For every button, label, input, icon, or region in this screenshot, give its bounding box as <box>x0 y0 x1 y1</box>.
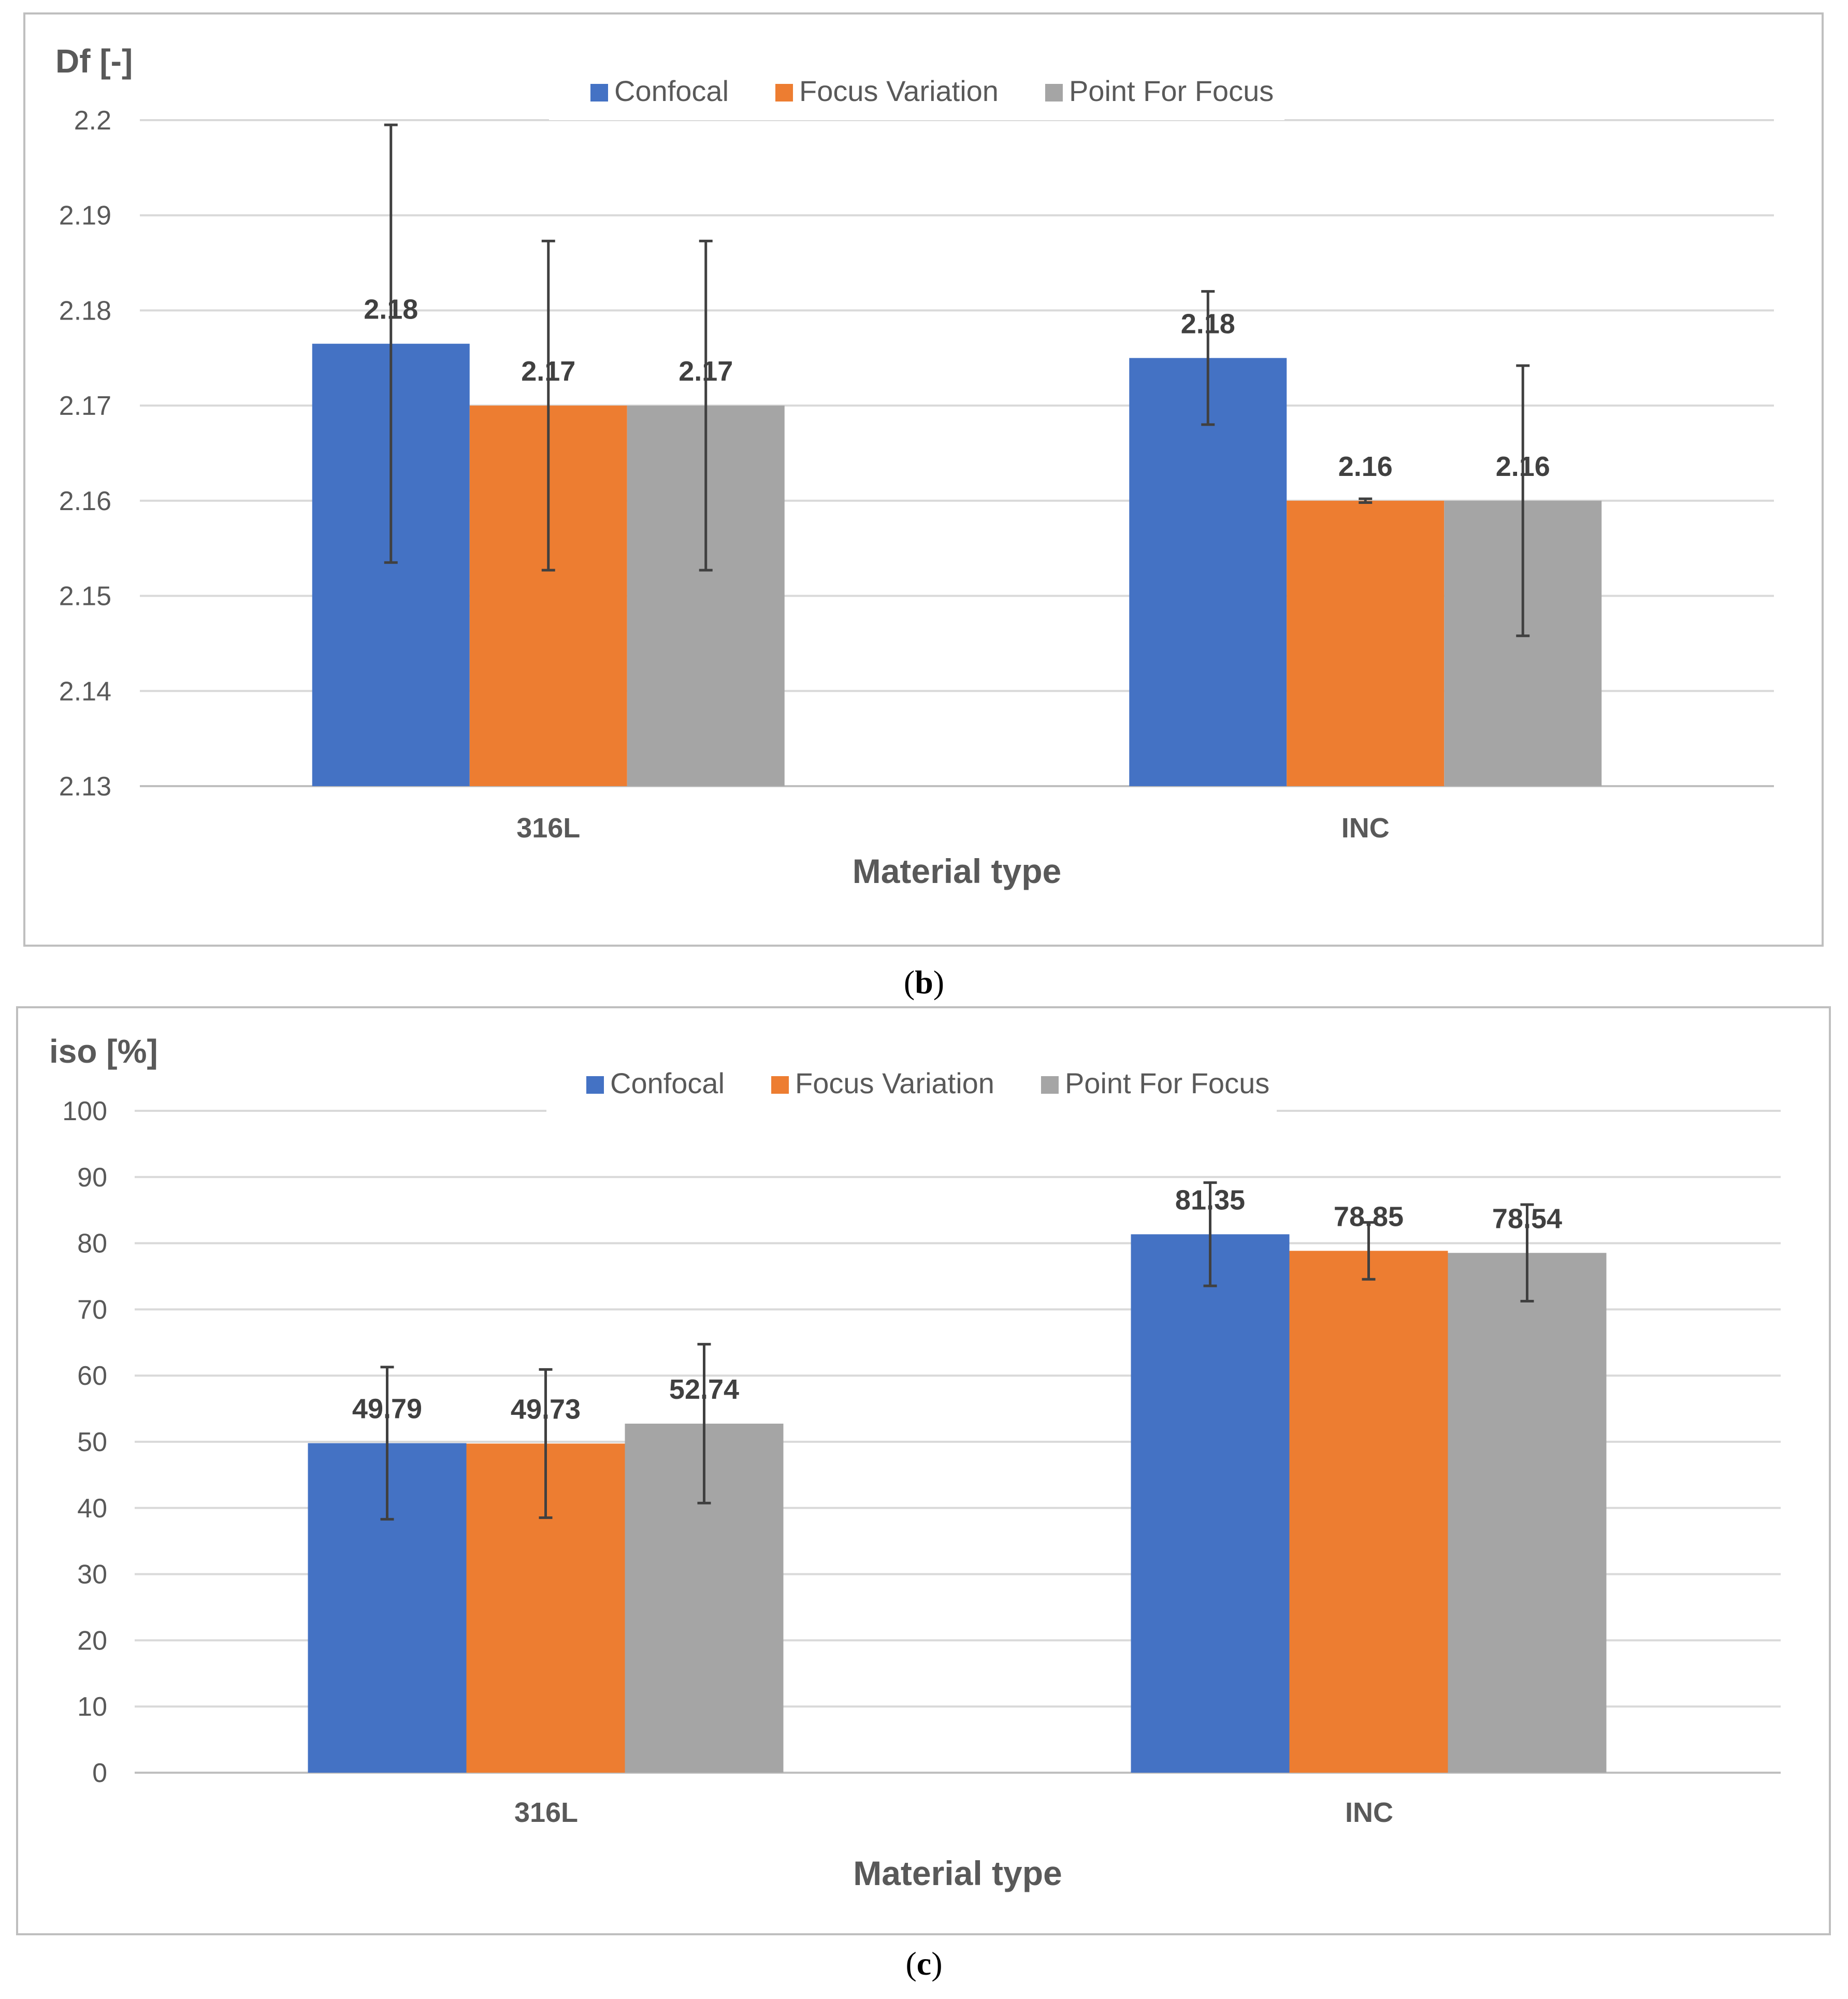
y-tick-label: 20 <box>77 1626 107 1656</box>
y-tick-label: 40 <box>77 1494 107 1524</box>
y-tick-label: 2.19 <box>59 201 111 231</box>
legend-backdrop <box>546 1068 1277 1112</box>
y-tick-label: 2.13 <box>59 772 111 802</box>
y-tick-label: 60 <box>77 1361 107 1391</box>
legend-item: Point For Focus <box>1041 1067 1269 1099</box>
data-label: 78.85 <box>1334 1201 1404 1232</box>
bar-confocal-inc <box>1129 358 1287 786</box>
data-label: 2.18 <box>364 294 418 325</box>
y-axis-label: iso [%] <box>49 1033 158 1070</box>
legend: Confocal Focus Variation Point For Focus <box>590 75 1274 107</box>
x-axis-title: Material type <box>853 852 1061 890</box>
legend-label: Point For Focus <box>1069 75 1274 107</box>
legend-swatch <box>1045 84 1063 102</box>
error-bar <box>541 239 555 572</box>
chart-frame <box>23 12 1824 947</box>
panel-caption: (b) <box>904 964 944 1001</box>
legend-swatch <box>590 84 608 102</box>
chart-panel-b: 2.13 2.14 2.15 2.16 2.17 2.18 2.19 2.2 Df [-] Con… <box>23 12 1824 1001</box>
error-bar <box>1203 1181 1217 1287</box>
y-tick-label: 50 <box>77 1427 107 1457</box>
legend-swatch <box>586 1076 604 1094</box>
legend-item: Confocal <box>590 75 729 107</box>
legend-item: Point For Focus <box>1045 75 1274 107</box>
y-tick-label: 2.14 <box>59 676 111 706</box>
x-axis-title: Material type <box>853 1854 1062 1892</box>
chart-panel-c: 0 10 20 30 40 50 60 70 80 90 100 iso [%] Confocal Foc… <box>16 1006 1831 1982</box>
data-label: 2.18 <box>1181 308 1235 339</box>
bar-point_for_focus-inc <box>1448 1253 1607 1773</box>
error-bar <box>1516 364 1530 638</box>
y-tick-label: 80 <box>77 1229 107 1259</box>
x-category-label: INC <box>1341 813 1390 844</box>
y-tick-label: 2.15 <box>59 582 111 612</box>
y-tick-label: 70 <box>77 1295 107 1325</box>
data-label: 52.74 <box>669 1374 739 1405</box>
y-tick-label: 2.18 <box>59 296 111 326</box>
data-label: 2.17 <box>678 356 733 387</box>
legend-swatch <box>771 1076 789 1094</box>
data-label: 81.35 <box>1175 1184 1245 1215</box>
legend: Confocal Focus Variation Point For Focus <box>586 1067 1269 1099</box>
y-tick-label: 100 <box>62 1096 107 1126</box>
bar-focus_variation-inc <box>1289 1251 1448 1773</box>
legend-label: Confocal <box>610 1067 725 1099</box>
legend-item: Confocal <box>586 1067 725 1099</box>
y-tick-label: 2.17 <box>59 391 111 421</box>
legend-label: Point For Focus <box>1065 1067 1269 1099</box>
error-bar <box>380 1366 394 1521</box>
y-tick-label: 0 <box>92 1758 107 1788</box>
y-tick-label: 10 <box>77 1692 107 1722</box>
data-label: 78.54 <box>1492 1203 1562 1234</box>
y-tick-label: 2.2 <box>74 106 111 136</box>
data-label: 2.16 <box>1338 451 1393 482</box>
error-bar <box>1520 1203 1534 1303</box>
panel-caption: (c) <box>905 1945 942 1982</box>
data-label: 2.16 <box>1496 451 1550 482</box>
legend-label: Confocal <box>614 75 729 107</box>
error-bar <box>697 1343 711 1504</box>
legend-swatch <box>1041 1076 1059 1094</box>
data-label: 49.73 <box>511 1394 581 1425</box>
error-bar <box>1201 290 1215 426</box>
x-category-label: 316L <box>514 1797 578 1828</box>
legend-backdrop <box>549 76 1284 120</box>
x-category-label: 316L <box>516 813 580 844</box>
data-label: 2.17 <box>521 356 575 387</box>
bar-confocal-inc <box>1131 1234 1290 1773</box>
bar-focus_variation-inc <box>1287 500 1445 786</box>
y-tick-label: 2.16 <box>59 486 111 516</box>
x-category-label: INC <box>1345 1797 1393 1828</box>
error-bar <box>1362 1221 1376 1281</box>
error-bar <box>539 1368 553 1519</box>
error-bar <box>1359 497 1373 504</box>
y-tick-label: 30 <box>77 1560 107 1590</box>
legend-label: Focus Variation <box>799 75 999 107</box>
legend-swatch <box>775 84 793 102</box>
legend-item: Focus Variation <box>775 75 999 107</box>
y-tick-label: 90 <box>77 1163 107 1193</box>
error-bar <box>699 239 713 572</box>
legend-item: Focus Variation <box>771 1067 994 1099</box>
data-label: 49.79 <box>352 1394 422 1425</box>
y-axis-label: Df [-] <box>55 42 133 80</box>
error-bar <box>384 123 398 564</box>
legend-label: Focus Variation <box>795 1067 994 1099</box>
